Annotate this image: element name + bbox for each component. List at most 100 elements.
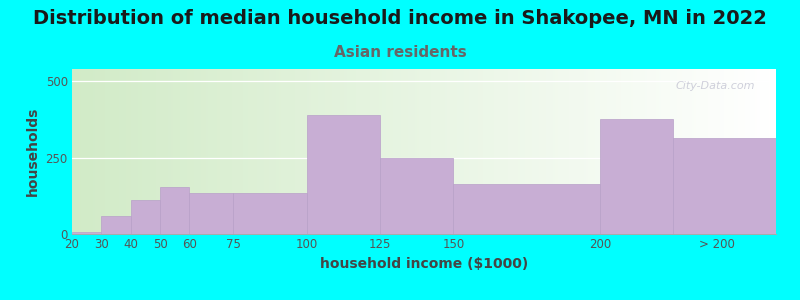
- Bar: [602, 69, 605, 234]
- Bar: [98, 69, 100, 234]
- Bar: [434, 69, 436, 234]
- Bar: [494, 69, 497, 234]
- Bar: [550, 69, 553, 234]
- Bar: [403, 69, 406, 234]
- Bar: [126, 69, 128, 234]
- Bar: [253, 69, 255, 234]
- Bar: [298, 69, 300, 234]
- Bar: [203, 69, 206, 234]
- Bar: [138, 69, 140, 234]
- Bar: [410, 69, 412, 234]
- Bar: [480, 69, 482, 234]
- Bar: [391, 69, 394, 234]
- Bar: [266, 69, 269, 234]
- Bar: [157, 69, 159, 234]
- Bar: [326, 69, 328, 234]
- Bar: [548, 69, 550, 234]
- Bar: [497, 69, 499, 234]
- Bar: [586, 69, 588, 234]
- Bar: [560, 69, 562, 234]
- Bar: [278, 69, 281, 234]
- Bar: [102, 216, 130, 234]
- Bar: [764, 69, 766, 234]
- Bar: [150, 69, 152, 234]
- Bar: [311, 69, 314, 234]
- Bar: [90, 69, 93, 234]
- Bar: [582, 69, 583, 234]
- Bar: [406, 69, 407, 234]
- Bar: [774, 69, 776, 234]
- Bar: [288, 69, 290, 234]
- Bar: [159, 69, 161, 234]
- Bar: [743, 69, 746, 234]
- Bar: [450, 69, 452, 234]
- Bar: [720, 69, 722, 234]
- Bar: [110, 69, 112, 234]
- Bar: [513, 69, 515, 234]
- Bar: [142, 69, 145, 234]
- Bar: [175, 69, 178, 234]
- Bar: [499, 69, 502, 234]
- Bar: [304, 69, 306, 234]
- Bar: [117, 69, 119, 234]
- Bar: [372, 69, 374, 234]
- Bar: [462, 69, 464, 234]
- Bar: [133, 69, 135, 234]
- Bar: [647, 69, 650, 234]
- Bar: [755, 69, 758, 234]
- Bar: [318, 69, 321, 234]
- Bar: [152, 69, 154, 234]
- Bar: [344, 69, 346, 234]
- Bar: [520, 69, 522, 234]
- Bar: [122, 69, 124, 234]
- Bar: [401, 69, 403, 234]
- Bar: [724, 69, 726, 234]
- Bar: [674, 138, 776, 234]
- Bar: [532, 69, 534, 234]
- Bar: [734, 69, 736, 234]
- Bar: [218, 69, 220, 234]
- Bar: [130, 200, 160, 234]
- Bar: [633, 69, 635, 234]
- Bar: [663, 69, 666, 234]
- Y-axis label: households: households: [26, 107, 40, 196]
- Bar: [713, 69, 715, 234]
- Bar: [72, 69, 74, 234]
- Bar: [469, 69, 471, 234]
- Bar: [368, 69, 370, 234]
- Bar: [642, 69, 645, 234]
- Bar: [276, 69, 278, 234]
- Bar: [283, 69, 286, 234]
- Bar: [230, 69, 231, 234]
- Bar: [260, 69, 262, 234]
- Bar: [130, 69, 133, 234]
- Bar: [222, 69, 225, 234]
- Bar: [265, 69, 266, 234]
- Bar: [154, 69, 157, 234]
- Bar: [682, 69, 685, 234]
- Bar: [680, 69, 682, 234]
- Bar: [509, 69, 511, 234]
- Bar: [238, 69, 241, 234]
- Bar: [255, 69, 258, 234]
- Bar: [422, 69, 424, 234]
- Bar: [323, 69, 326, 234]
- Bar: [407, 69, 410, 234]
- Bar: [595, 69, 598, 234]
- Bar: [436, 69, 438, 234]
- Bar: [363, 69, 366, 234]
- Bar: [309, 69, 311, 234]
- Bar: [438, 69, 441, 234]
- Bar: [626, 69, 628, 234]
- Bar: [208, 69, 210, 234]
- Bar: [290, 69, 293, 234]
- Bar: [758, 69, 759, 234]
- Bar: [623, 69, 626, 234]
- Bar: [553, 69, 555, 234]
- Bar: [708, 69, 710, 234]
- Text: City-Data.com: City-Data.com: [675, 80, 755, 91]
- Bar: [736, 69, 738, 234]
- Bar: [685, 69, 687, 234]
- Bar: [274, 69, 276, 234]
- Bar: [638, 69, 640, 234]
